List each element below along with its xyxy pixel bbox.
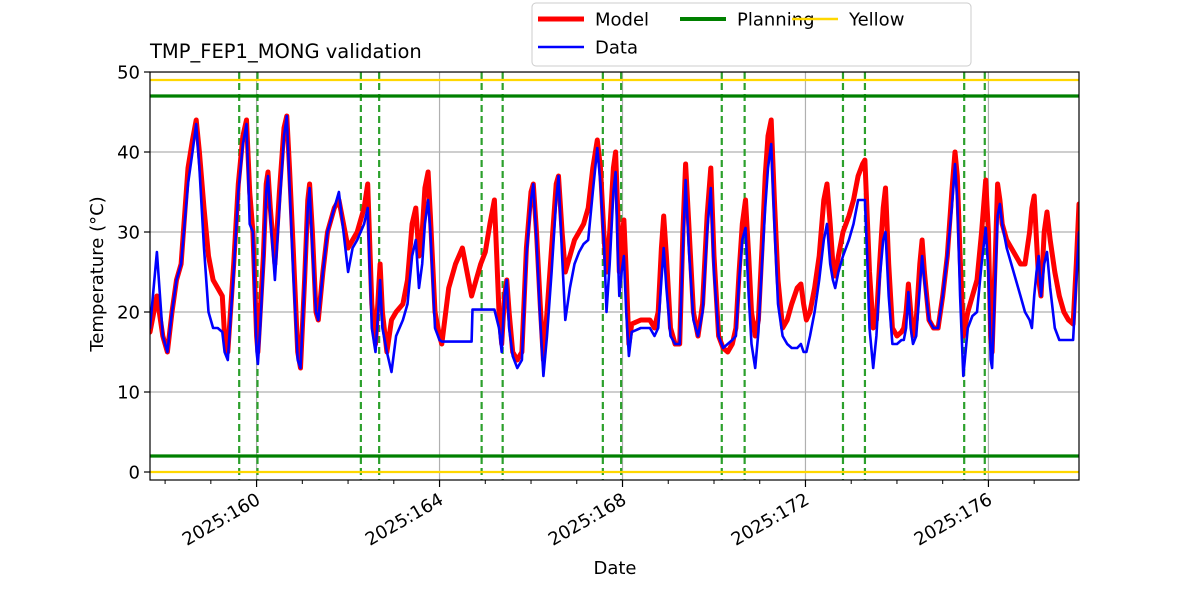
y-tick-label: 20 bbox=[117, 303, 140, 324]
y-tick-label: 0 bbox=[129, 463, 140, 484]
legend-label-planning: Planning bbox=[737, 10, 815, 31]
legend-box bbox=[531, 2, 972, 67]
y-tick-label: 50 bbox=[117, 63, 140, 84]
y-tick-label: 30 bbox=[117, 223, 140, 244]
y-axis-label: Temperature (°C) bbox=[87, 196, 108, 352]
chart-title: TMP_FEP1_MONG validation bbox=[149, 40, 422, 63]
legend-label-yellow: Yellow bbox=[848, 10, 904, 31]
y-tick-label: 40 bbox=[117, 143, 140, 164]
y-tick-label: 10 bbox=[117, 383, 140, 404]
legend: Model Data Planning Yellow bbox=[531, 2, 972, 67]
x-axis-label: Date bbox=[593, 558, 636, 579]
data-series-line bbox=[150, 114, 1079, 378]
plot-frame bbox=[149, 71, 1080, 481]
legend-label-data: Data bbox=[595, 38, 638, 59]
legend-label-model: Model bbox=[595, 10, 649, 31]
plot-inner bbox=[150, 72, 1079, 480]
